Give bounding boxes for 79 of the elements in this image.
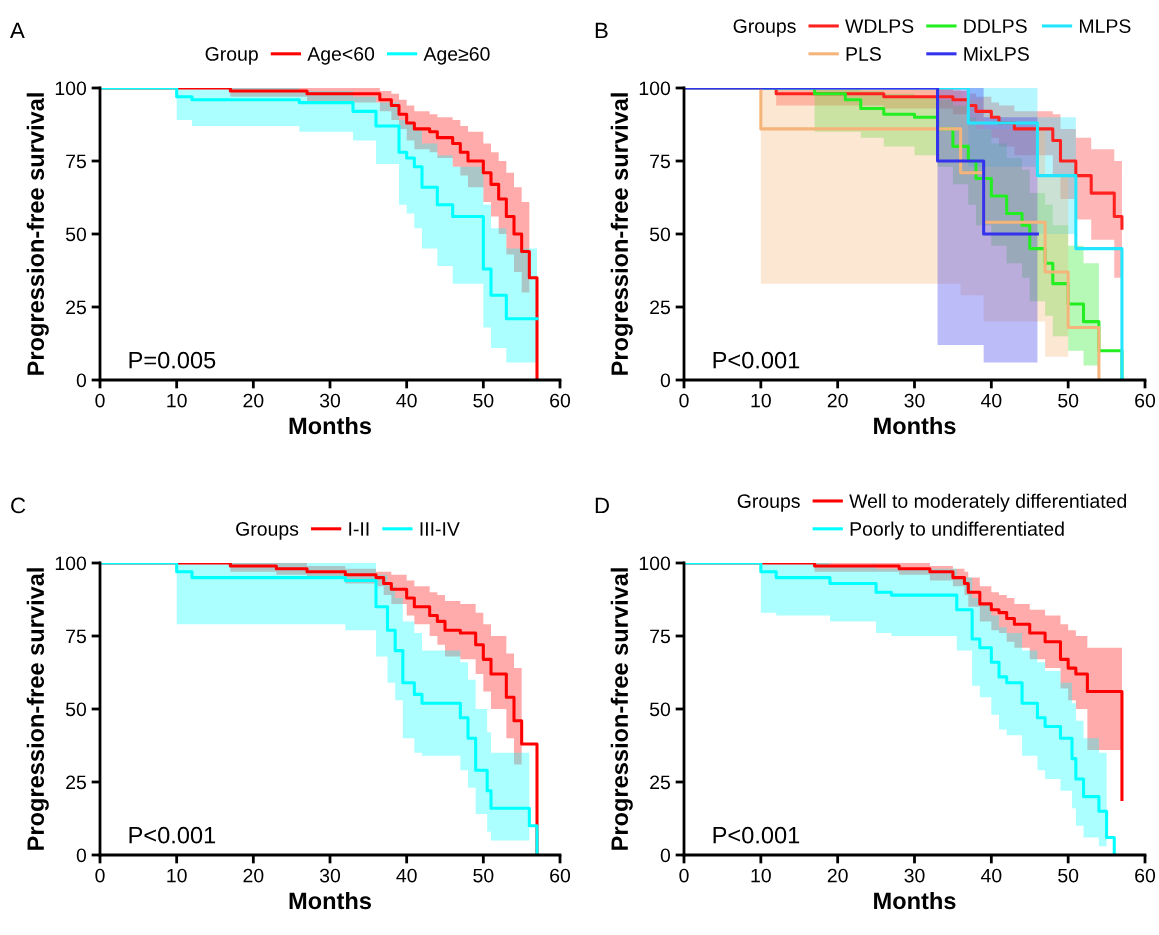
x-tick-label: 0: [95, 868, 105, 883]
x-tick-label: 20: [243, 393, 264, 408]
y-tick-label: 75: [650, 629, 670, 644]
x-tick-label: 60: [550, 868, 571, 883]
x-tick-label: 0: [679, 868, 689, 883]
x-tick-label: 0: [679, 393, 689, 408]
x-tick-label: 30: [319, 868, 341, 883]
legend-label: Age<60: [307, 47, 375, 65]
legend-label: PLS: [846, 47, 881, 61]
x-tick-label: 50: [1058, 393, 1079, 408]
chart-title: D: [595, 497, 609, 514]
y-tick-label: 75: [66, 154, 86, 169]
x-tick-label: 20: [243, 868, 264, 883]
y-axis-title: Progression-free survival: [26, 568, 49, 850]
legend-title: Group: [205, 47, 258, 65]
y-tick-label: 75: [650, 154, 670, 169]
x-tick-label: 20: [827, 868, 848, 883]
chart-title: C: [11, 497, 26, 514]
y-tick-label: 25: [650, 775, 670, 790]
x-tick-label: 10: [751, 868, 771, 883]
y-tick-label: 25: [66, 775, 86, 790]
legend-title: Groups: [236, 522, 299, 540]
legend-label: DDLPS: [964, 19, 1027, 33]
x-tick-label: 50: [473, 868, 494, 883]
legend-label: Age≥60: [423, 47, 490, 65]
chart-title: A: [10, 22, 25, 39]
y-tick-label: 100: [639, 556, 671, 571]
y-tick-label: 75: [66, 629, 86, 644]
chart-title: B: [595, 22, 608, 39]
x-axis-title: Months: [874, 416, 956, 435]
y-tick-label: 50: [65, 227, 87, 242]
annotation: P<0.001: [713, 826, 800, 844]
x-tick-label: 30: [319, 393, 341, 408]
x-tick-label: 50: [1058, 868, 1079, 883]
x-tick-label: 40: [980, 868, 1002, 883]
legend-label: MixLPS: [964, 46, 1029, 61]
x-tick-label: 60: [1135, 868, 1156, 883]
y-tick-label: 50: [649, 227, 671, 242]
x-axis-title: Months: [874, 891, 956, 910]
y-tick-label: 0: [660, 373, 671, 388]
x-tick-label: 10: [167, 393, 187, 408]
x-tick-label: 40: [980, 393, 1002, 408]
legend-label: WDLPS: [845, 19, 914, 33]
y-tick-label: 0: [76, 848, 87, 863]
y-tick-label: 25: [66, 300, 86, 315]
x-tick-label: 0: [95, 393, 105, 408]
y-tick-label: 100: [55, 81, 87, 96]
x-tick-label: 40: [396, 868, 417, 883]
legend-title: Groups: [733, 19, 796, 37]
y-axis-title: Progression-free survival: [610, 93, 633, 375]
x-tick-label: 60: [1135, 393, 1156, 408]
legend-label: III-IV: [420, 522, 460, 536]
x-axis-title: Months: [289, 891, 371, 910]
x-tick-label: 10: [751, 393, 771, 408]
x-tick-label: 30: [904, 868, 925, 883]
x-tick-label: 10: [167, 868, 187, 883]
x-tick-label: 40: [396, 393, 417, 408]
annotation: P<0.001: [713, 351, 800, 369]
legend-label: Poorly to undifferentiated: [850, 521, 1064, 540]
y-tick-label: 0: [76, 373, 87, 388]
x-tick-label: 30: [904, 393, 925, 408]
y-axis-title: Progression-free survival: [26, 93, 49, 375]
annotation: P=0.005: [129, 351, 216, 369]
x-tick-label: 20: [827, 393, 848, 408]
legend-label: MLPS: [1079, 19, 1131, 33]
annotation: P<0.001: [129, 826, 216, 844]
x-tick-label: 60: [550, 393, 571, 408]
y-tick-label: 100: [55, 556, 87, 571]
x-axis-title: Months: [289, 416, 371, 435]
y-tick-label: 25: [650, 300, 670, 315]
y-tick-label: 100: [639, 81, 671, 96]
legend-label: I-II: [349, 522, 369, 536]
x-tick-label: 50: [473, 393, 494, 408]
y-tick-label: 50: [649, 702, 671, 717]
legend-label: Well to moderately differentiated: [849, 493, 1127, 512]
legend-title: Groups: [737, 494, 800, 512]
y-tick-label: 0: [660, 848, 671, 863]
y-axis-title: Progression-free survival: [610, 568, 633, 850]
y-tick-label: 50: [65, 702, 87, 717]
